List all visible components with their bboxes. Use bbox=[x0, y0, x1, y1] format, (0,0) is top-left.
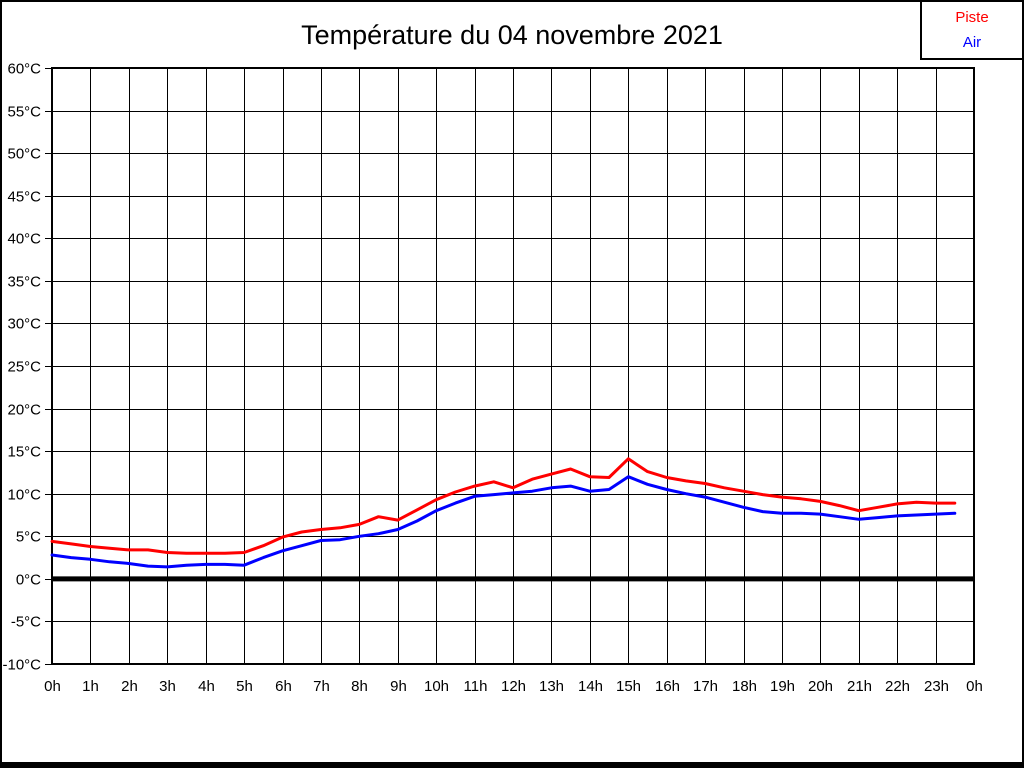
legend-item-piste: Piste bbox=[955, 9, 989, 27]
x-tick-label: 2h bbox=[121, 678, 138, 695]
y-tick-label: 50°C bbox=[7, 146, 41, 163]
chart-legend: Piste Air bbox=[920, 2, 1022, 60]
y-tick-label: 15°C bbox=[7, 444, 41, 461]
y-tick-label: 30°C bbox=[7, 316, 41, 333]
y-tick-label: 5°C bbox=[16, 529, 41, 546]
y-tick-label: 35°C bbox=[7, 274, 41, 291]
y-tick-label: 55°C bbox=[7, 104, 41, 121]
y-tick-label: 40°C bbox=[7, 231, 41, 248]
series-line-air bbox=[50, 475, 957, 569]
x-tick-label: 12h bbox=[501, 678, 526, 695]
x-tick-label: 8h bbox=[351, 678, 368, 695]
x-tick-label: 21h bbox=[847, 678, 872, 695]
legend-item-air: Air bbox=[962, 33, 982, 51]
x-tick-label: 5h bbox=[236, 678, 253, 695]
series-line-piste bbox=[50, 457, 957, 555]
x-tick-label: 3h bbox=[159, 678, 176, 695]
x-tick-label: 19h bbox=[770, 678, 795, 695]
y-tick-label: -5°C bbox=[11, 614, 41, 631]
x-tick-label: 23h bbox=[924, 678, 949, 695]
x-tick-label: 7h bbox=[313, 678, 330, 695]
x-tick-label: 0h bbox=[966, 678, 983, 695]
y-tick-label: 10°C bbox=[7, 487, 41, 504]
x-tick-label: 14h bbox=[578, 678, 603, 695]
x-tick-label: 22h bbox=[885, 678, 910, 695]
x-tick-label: 15h bbox=[616, 678, 641, 695]
y-tick-label: 0°C bbox=[16, 572, 41, 589]
x-tick-label: 13h bbox=[539, 678, 564, 695]
y-tick-label: 60°C bbox=[7, 61, 41, 78]
x-tick-label: 10h bbox=[424, 678, 449, 695]
x-tick-label: 1h bbox=[82, 678, 99, 695]
x-tick-label: 4h bbox=[198, 678, 215, 695]
x-tick-label: 0h bbox=[44, 678, 61, 695]
plot-frame bbox=[51, 67, 975, 665]
y-tick-label: 20°C bbox=[7, 402, 41, 419]
x-tick-label: 11h bbox=[464, 678, 488, 695]
y-tick-label: -10°C bbox=[2, 657, 41, 674]
x-tick-label: 9h bbox=[390, 678, 407, 695]
y-tick-label: 25°C bbox=[7, 359, 41, 376]
x-tick-label: 17h bbox=[693, 678, 718, 695]
x-tick-label: 6h bbox=[275, 678, 292, 695]
chart-title: Température du 04 novembre 2021 bbox=[301, 20, 723, 50]
x-tick-label: 18h bbox=[732, 678, 757, 695]
x-tick-label: 16h bbox=[655, 678, 680, 695]
y-tick-label: 45°C bbox=[7, 189, 41, 206]
x-tick-label: 20h bbox=[808, 678, 833, 695]
